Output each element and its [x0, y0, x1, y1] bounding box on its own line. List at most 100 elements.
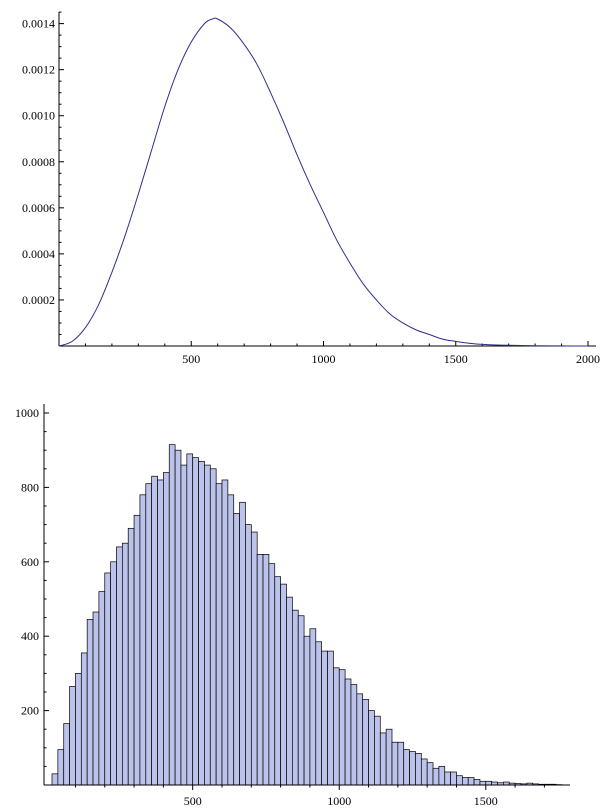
histogram-bar [168, 444, 176, 786]
histogram-bar [51, 773, 59, 786]
histogram-bar [467, 777, 475, 786]
density-curve-chart: 0.0002 0.0004 0.0006 0.0008 0.0010 0.0012 0.00… [22, 11, 600, 366]
histogram-bar [98, 591, 106, 786]
histogram-bar [385, 728, 393, 786]
histogram-bar [139, 494, 147, 786]
histogram-bar [473, 779, 481, 786]
histogram-bar [426, 762, 434, 786]
density-y-tick-label: 0.0002 [22, 293, 55, 307]
histogram-bar [409, 751, 416, 786]
histogram-bar [327, 650, 334, 786]
density-x-tick-label: 1500 [444, 352, 468, 366]
histogram-bar [57, 749, 65, 786]
histogram-bar [186, 453, 194, 786]
density-chart-axes [58, 12, 596, 347]
histogram-bar [163, 472, 170, 786]
histogram-bar [291, 609, 299, 786]
histogram-bar [75, 673, 82, 786]
histogram-bar [233, 513, 240, 786]
density-curve-line [58, 17, 589, 347]
histogram-bar [121, 542, 129, 786]
histogram-bar [110, 561, 117, 786]
histogram-bar [215, 483, 223, 786]
histogram-bar [92, 611, 100, 786]
density-y-tick-label: 0.0006 [22, 201, 55, 215]
density-y-tick-label: 0.0010 [22, 109, 55, 123]
histogram-bar [174, 449, 182, 786]
histogram-bar [274, 576, 281, 786]
histogram-bar [450, 771, 457, 786]
histogram-bar [485, 780, 493, 786]
histogram-bar [280, 583, 287, 786]
histogram-bar [315, 641, 323, 786]
histogram-bar [368, 710, 375, 786]
histogram-bar [297, 615, 305, 786]
histogram-x-tick-label: 500 [184, 794, 202, 808]
histogram-bar [63, 723, 70, 786]
histogram-y-tick-label: 600 [21, 555, 39, 569]
histogram-bar [239, 501, 246, 786]
histogram-bar [250, 531, 258, 786]
histogram-bar [145, 483, 153, 786]
histogram-bar [356, 693, 364, 786]
histogram-bar [456, 775, 463, 786]
histogram-y-tick-label: 400 [21, 629, 39, 643]
histogram-y-tick-label: 800 [21, 480, 39, 494]
histogram-bar [338, 669, 346, 786]
histogram-bar [209, 468, 217, 786]
histogram-bar [391, 741, 399, 786]
histogram-bar [321, 650, 328, 786]
density-y-tick-label: 0.0008 [22, 155, 55, 169]
histogram-bar [286, 596, 293, 786]
histogram-bar [157, 479, 164, 786]
density-chart-series [58, 17, 589, 347]
histogram-bar [262, 554, 270, 786]
histogram-bar [309, 628, 317, 786]
histogram-bar [461, 777, 469, 786]
histogram-bar [333, 667, 340, 786]
histogram-bar [180, 464, 188, 786]
histogram-bar [192, 457, 199, 786]
histogram-bar [116, 546, 123, 786]
histogram-bar [227, 494, 235, 786]
histogram-bar [415, 753, 422, 786]
histogram-bar [221, 479, 229, 786]
histogram-bar [479, 780, 487, 786]
histogram-bar [397, 741, 405, 786]
histogram-bar [379, 732, 387, 786]
density-x-tick-label: 2000 [576, 352, 600, 366]
density-x-tick-label: 1000 [312, 352, 336, 366]
histogram-bar [444, 771, 451, 786]
histogram-y-tick-label: 200 [21, 704, 39, 718]
histogram-bar [420, 758, 428, 786]
density-chart-ticks: 0.0002 0.0004 0.0006 0.0008 0.0010 0.0012 0.00… [22, 11, 600, 366]
histogram-bars [51, 444, 563, 786]
histogram-bar [204, 464, 211, 786]
histogram-bar [198, 461, 205, 786]
histogram-ticks: 200 400 600 800 1000 500 1000 1500 [15, 406, 545, 808]
histogram-bar [245, 524, 252, 786]
histogram-bar [69, 686, 76, 786]
density-y-tick-label: 0.0004 [22, 247, 55, 261]
histogram-bar [438, 766, 446, 786]
histogram-bar [432, 767, 440, 786]
histogram-bar [362, 699, 369, 786]
histogram-x-tick-label: 1000 [327, 794, 351, 808]
histogram-x-tick-label: 1500 [474, 794, 498, 808]
density-x-tick-label: 500 [182, 352, 200, 366]
histogram-bar [86, 619, 94, 786]
density-y-tick-label: 0.0012 [22, 63, 55, 77]
histogram-chart: 200 400 600 800 1000 500 1000 1500 [15, 404, 570, 808]
histogram-bar [104, 572, 111, 786]
histogram-bar [403, 749, 410, 786]
histogram-bar [256, 554, 264, 786]
density-y-tick-label: 0.0014 [22, 17, 55, 31]
histogram-y-tick-label: 1000 [15, 406, 39, 420]
histogram-axes [43, 404, 570, 786]
histogram-bar [268, 563, 276, 786]
histogram-bar [303, 635, 311, 786]
histogram-bar [133, 514, 141, 786]
histogram-bar [350, 684, 358, 786]
histogram-bar [374, 715, 381, 786]
